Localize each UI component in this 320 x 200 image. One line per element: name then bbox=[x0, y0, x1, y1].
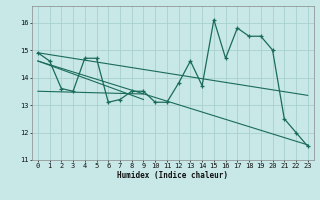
X-axis label: Humidex (Indice chaleur): Humidex (Indice chaleur) bbox=[117, 171, 228, 180]
